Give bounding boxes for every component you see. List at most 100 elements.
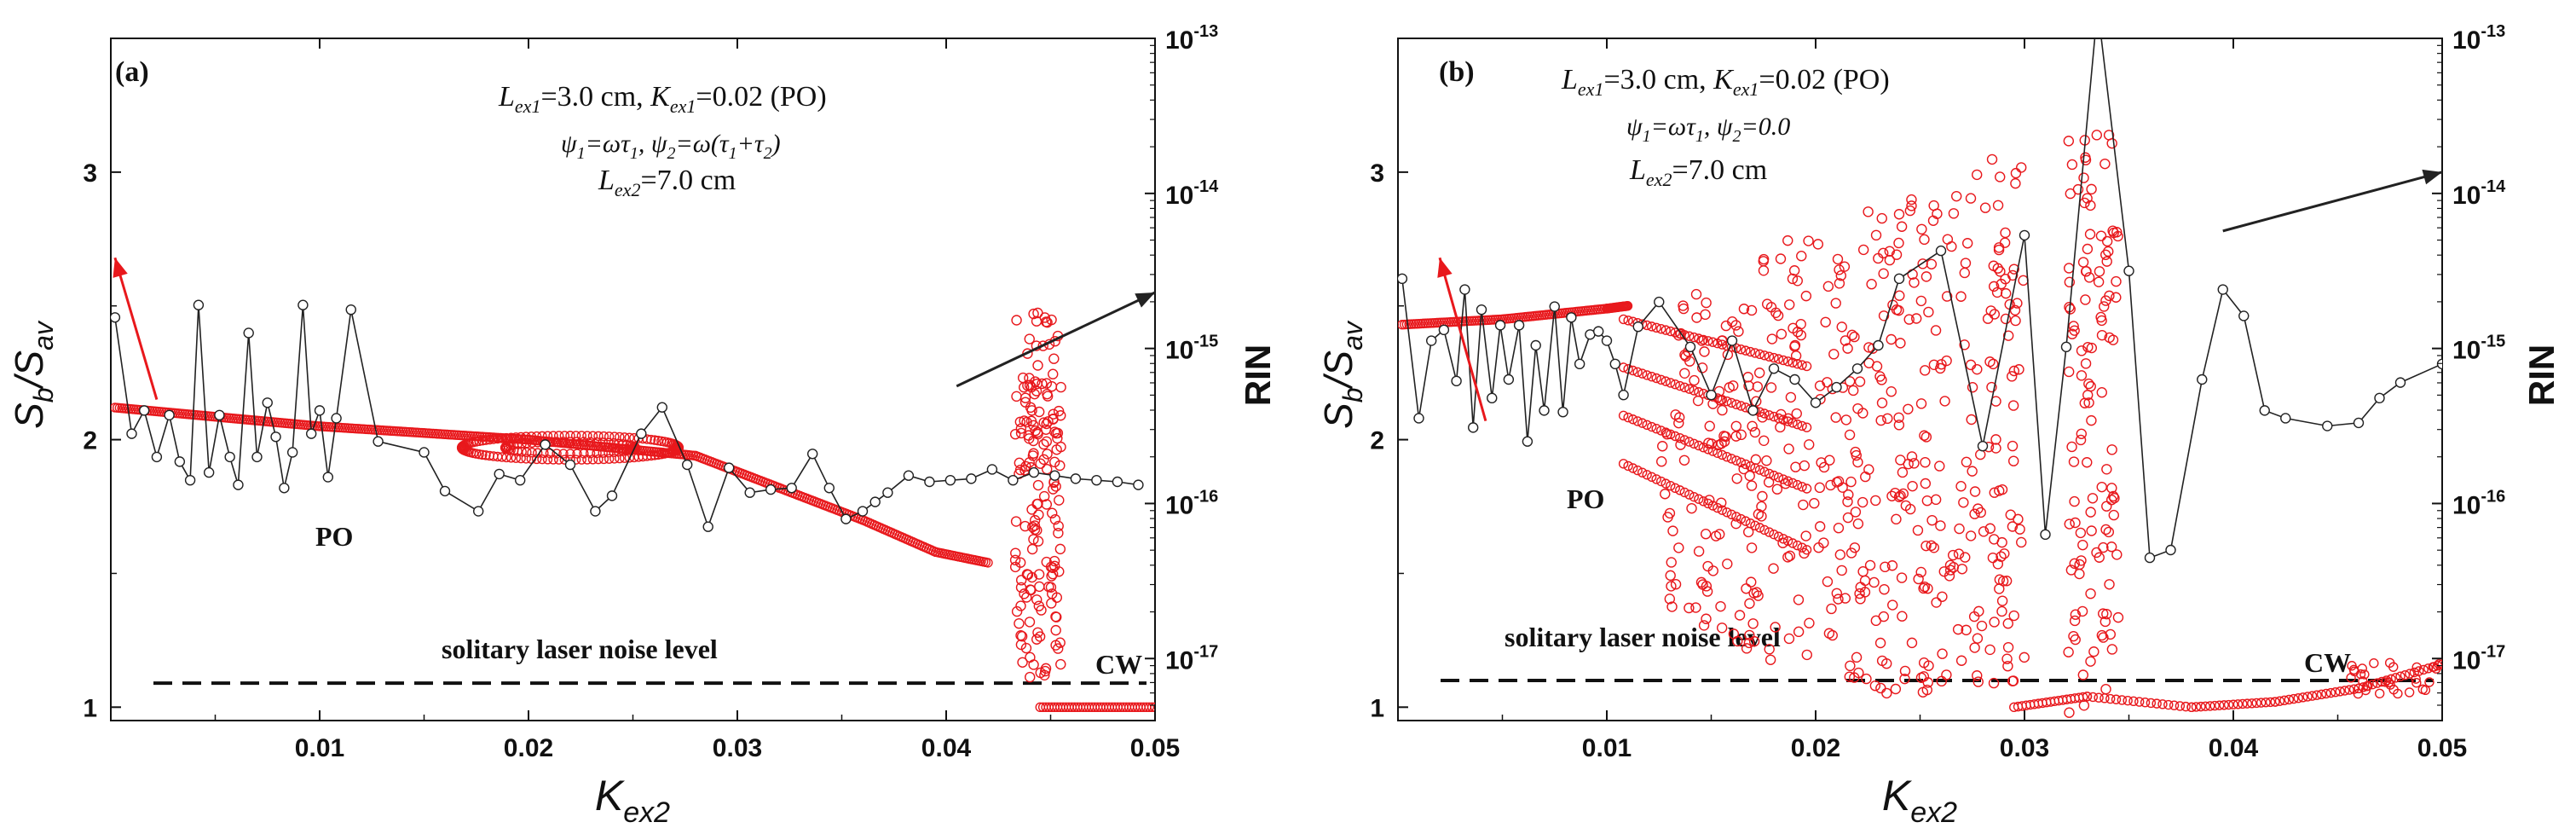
red-point [1777,537,1788,548]
red-point [2101,235,2113,247]
rin-point [286,447,298,458]
red-point [477,449,488,460]
red-point [1832,253,1844,265]
red-point [1026,405,1037,416]
red-point [1756,501,1767,512]
red-point [1733,326,1744,337]
red-point [2007,269,2019,281]
annotation-line1: Lex1=3.0 cm, Kex1=0.02 (PO) [498,81,827,117]
red-point [1787,273,1799,285]
red-point [1769,470,1779,481]
rin-point [944,474,956,486]
red-point [1715,600,1726,612]
red-point [1809,498,1820,509]
red-point [2063,136,2075,147]
red-point [1690,288,1702,300]
y-left-tick-label: 3 [83,159,97,188]
red-point [1886,386,1897,397]
red-point [2083,378,2094,390]
rin-point [606,490,618,501]
rin-point [1133,479,1144,490]
red-point [1651,373,1661,384]
red-point [1926,540,1937,552]
red-point [2099,158,2111,170]
red-point [1868,576,1880,588]
red-point [1915,295,1927,307]
red-point [1734,610,1746,621]
red-point [1694,333,1704,344]
red-point [1679,382,1689,393]
red-point [2076,428,2088,439]
red-point [1703,444,1713,455]
red-point [1996,605,2007,617]
red-point [2001,576,2013,587]
red-point [1845,547,1857,559]
red-point [2082,457,2093,468]
red-point [1698,620,1710,631]
red-point [1689,438,1699,449]
rin-point [2144,552,2156,564]
red-point [1771,483,1783,495]
y-axis-right-title: RIN [2521,345,2562,406]
red-point [1699,346,1710,357]
red-point [2355,669,2366,680]
red-point [1757,412,1768,423]
rin-point [807,449,818,460]
red-point [2002,641,2014,653]
red-point [604,454,615,464]
red-point [1701,586,1713,597]
red-point [1814,482,1825,494]
red-point [1757,490,1768,502]
red-point [2064,518,2075,530]
data-layer [1398,38,2442,718]
red-point [552,437,562,447]
red-point [1632,367,1643,377]
red-point [1692,395,1704,407]
rin-point [2238,310,2250,321]
red-point [1783,633,1795,645]
y-left-tick-label: 1 [1370,694,1384,722]
red-point [1718,436,1730,448]
red-point [1990,443,2001,454]
red-point [1801,422,1812,432]
rin-point [2374,392,2385,404]
red-point [1036,605,1047,616]
red-point [2065,565,2077,576]
red-point [2418,664,2429,675]
red-point [2223,699,2234,710]
red-point [1844,429,1856,441]
red-point [1656,456,1667,467]
red-point [2325,687,2336,698]
red-point [1935,362,1946,374]
red-point [1031,634,1043,645]
red-point [1054,566,1065,577]
red-point [2008,263,2019,275]
red-point [1792,540,1803,551]
red-point [2093,276,2105,287]
red-point [1764,410,1775,420]
rin-point [1049,470,1060,481]
red-point [1024,333,1035,345]
red-point [2096,481,2107,493]
red-point [1055,658,1066,670]
red-point [2289,693,2299,704]
red-point [2006,371,2018,382]
red-point [2077,669,2089,680]
red-point [1736,429,1747,441]
red-point [1678,455,1690,466]
red-point [1720,320,1732,332]
rin-point [564,459,576,471]
red-point [1039,669,1050,680]
red-point [1702,560,1713,572]
red-point [1780,478,1791,489]
rin-point [1592,326,1604,337]
red-point [1717,449,1728,460]
rin-point [233,479,244,490]
red-point [1878,611,1890,622]
red-point [1642,420,1652,431]
red-point [1765,654,1776,665]
red-point [1988,281,2000,292]
red-point [1054,460,1066,472]
red-point [1646,372,1657,382]
red-point [1849,331,1860,343]
